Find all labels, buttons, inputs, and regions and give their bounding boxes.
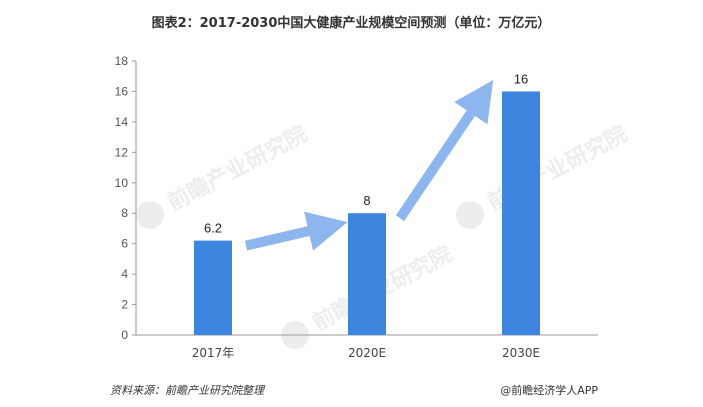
data-label: 16: [514, 71, 528, 86]
trend-arrow: [395, 80, 494, 222]
chart-title: 图表2：2017-2030中国大健康产业规模空间预测（单位：万亿元）: [152, 15, 551, 31]
trend-arrow: [244, 211, 348, 251]
data-label: 8: [363, 193, 370, 208]
bar: [194, 240, 232, 335]
data-label: 6.2: [204, 221, 222, 236]
watermark-text: 前瞻产业研究院: [163, 121, 311, 216]
bar: [348, 213, 386, 335]
x-tick-label: 2030E: [502, 346, 540, 360]
y-tick-label: 4: [121, 267, 128, 281]
trend-arrows: [244, 80, 494, 251]
x-tick-label: 2017年: [192, 346, 235, 360]
y-tick-label: 10: [115, 176, 129, 190]
y-tick-label: 16: [115, 84, 129, 98]
y-tick-label: 12: [115, 145, 129, 159]
y-axis-ticks: 0 2 4 6 8 10 12 14 16 18: [115, 54, 136, 342]
source-note: 资料来源：前瞻产业研究院整理: [110, 384, 266, 397]
bar-series: [194, 91, 540, 335]
y-tick-label: 6: [121, 237, 128, 251]
bar: [502, 91, 540, 335]
y-tick-label: 2: [121, 298, 128, 312]
credit-note: @前瞻经济学人APP: [500, 383, 598, 397]
watermark-logo-icon: [456, 201, 484, 229]
watermark: 前瞻产业研究院: [456, 121, 632, 229]
y-tick-label: 8: [121, 206, 128, 220]
y-tick-label: 18: [115, 54, 129, 68]
y-tick-label: 14: [115, 115, 129, 129]
watermark-logo-icon: [136, 201, 164, 229]
x-tick-label: 2020E: [348, 346, 386, 360]
watermark: 前瞻产业研究院: [136, 121, 312, 229]
x-axis-categories: 2017年 2020E 2030E: [192, 346, 540, 360]
y-tick-label: 0: [121, 328, 128, 342]
data-labels: 6.2 8 16: [204, 71, 528, 235]
